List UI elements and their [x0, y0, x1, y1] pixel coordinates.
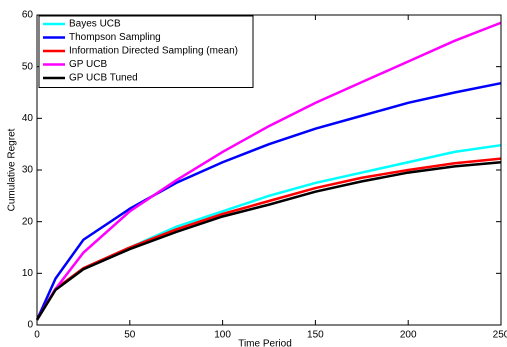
- x-axis-label: Time Period: [238, 339, 292, 347]
- y-axis-label: Cumulative Regret: [7, 128, 18, 211]
- x-tick-label: 0: [34, 330, 40, 341]
- x-tick-label: 150: [307, 330, 324, 341]
- legend-box: [38, 15, 254, 88]
- x-tick-label: 50: [124, 330, 136, 341]
- legend-label: Information Directed Sampling (mean): [69, 46, 238, 57]
- x-tick-label: 100: [214, 330, 231, 341]
- legend-label: Thompson Sampling: [69, 32, 161, 43]
- plot-frame: [36, 14, 502, 326]
- y-tick-label: 10: [22, 268, 34, 279]
- series-line: [35, 21, 502, 321]
- series-line: [35, 81, 502, 321]
- legend-label: GP UCB Tuned: [69, 73, 138, 84]
- x-tick-label: 250: [493, 330, 507, 341]
- y-tick-label: 30: [22, 165, 34, 176]
- y-tick-label: 60: [22, 10, 34, 21]
- series-line: [35, 161, 502, 321]
- legend-label: Bayes UCB: [69, 19, 121, 30]
- legend-label: GP UCB: [69, 59, 107, 70]
- y-tick-label: 40: [22, 113, 34, 124]
- y-tick-label: 20: [22, 216, 34, 227]
- x-tick-label: 200: [400, 330, 417, 341]
- y-tick-label: 50: [22, 61, 34, 72]
- y-tick-label: 0: [27, 320, 33, 331]
